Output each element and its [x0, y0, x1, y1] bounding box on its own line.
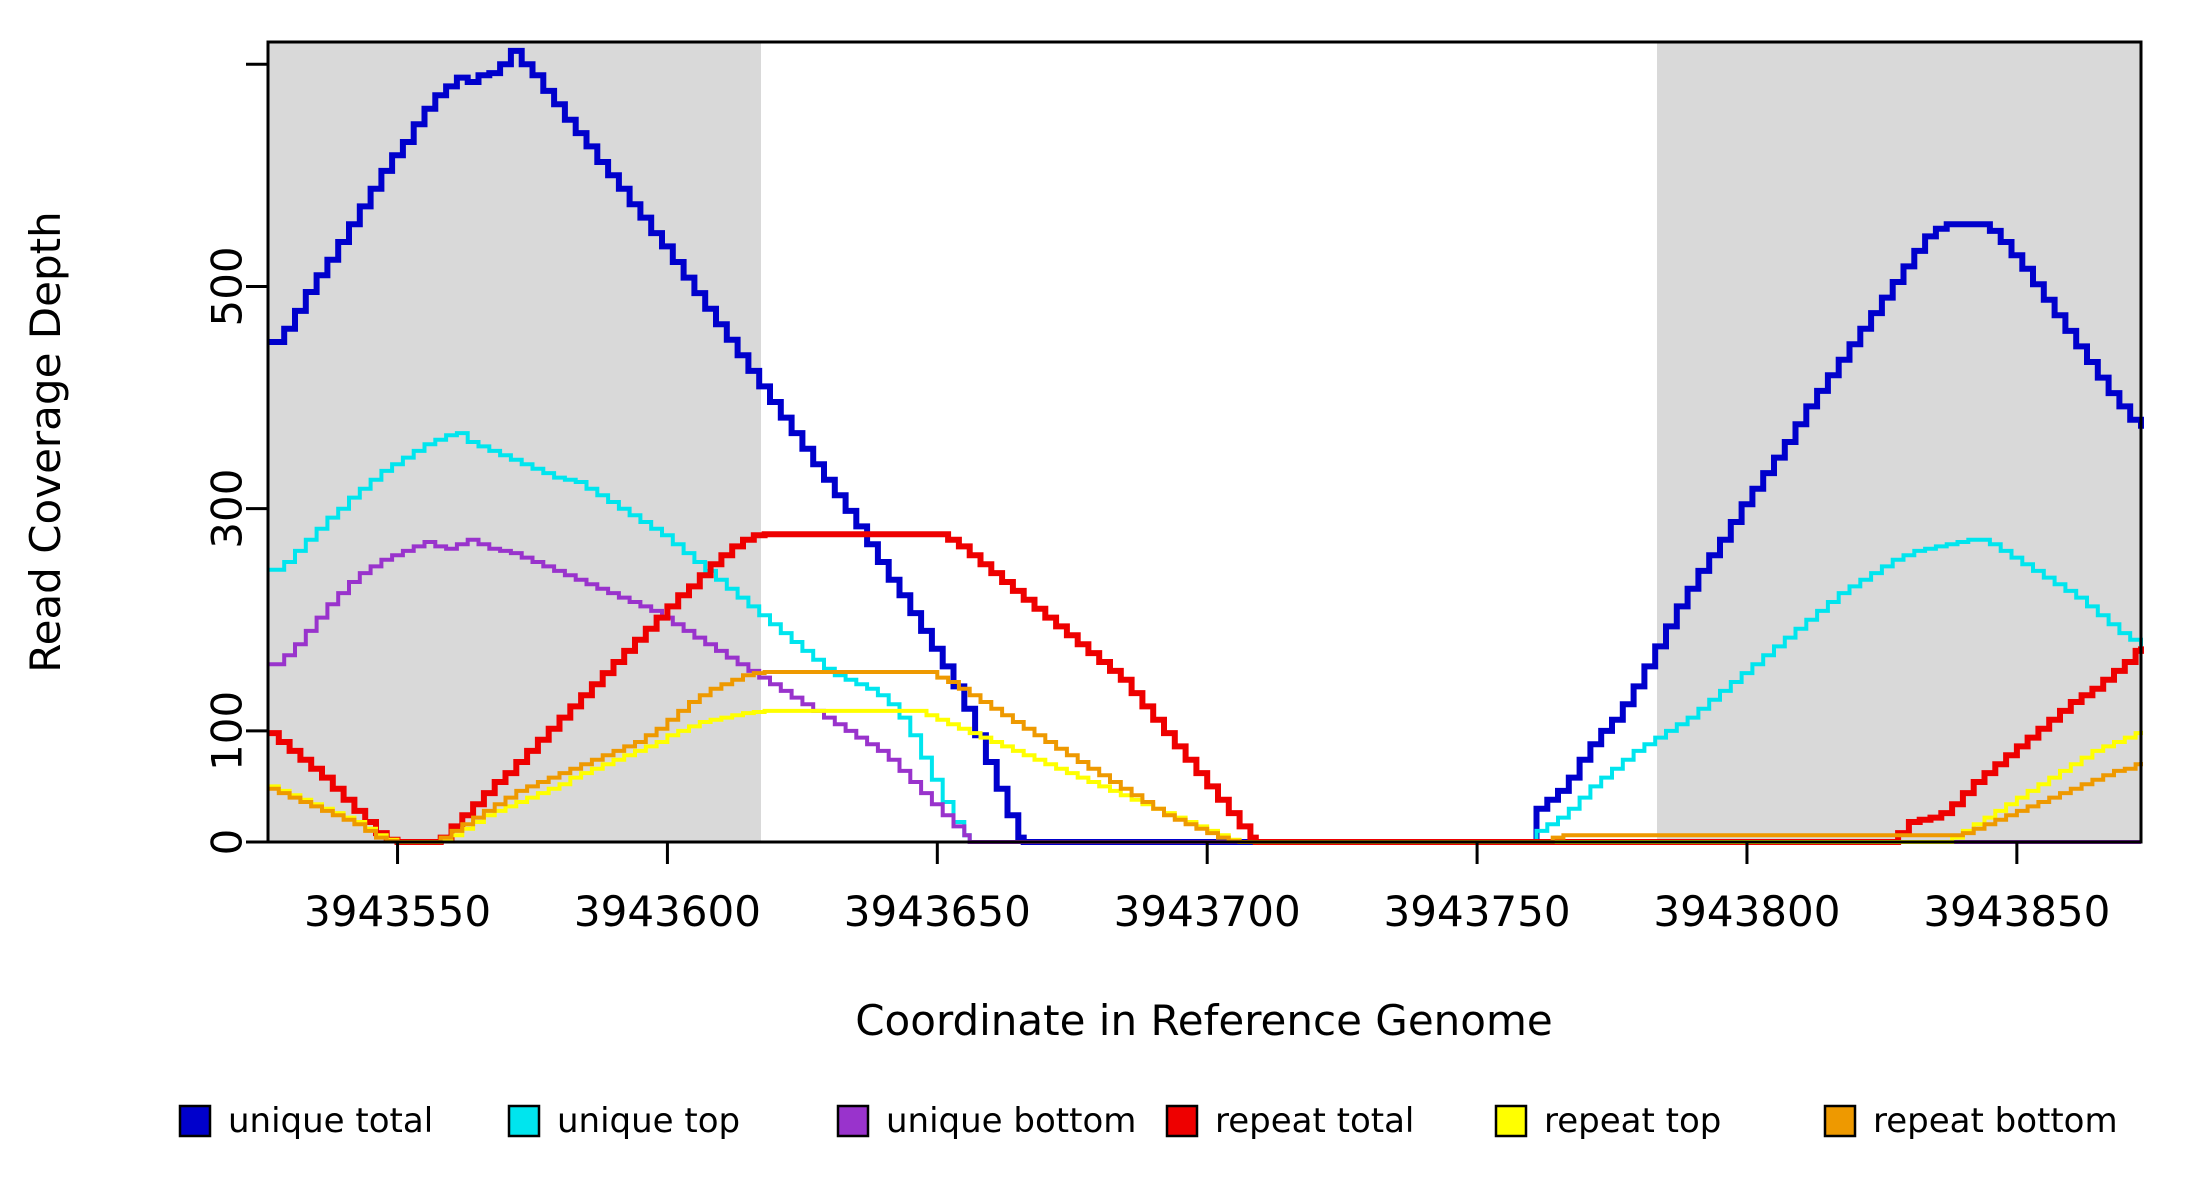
legend-swatch-unique-total — [178, 1104, 212, 1138]
x-tick-label: 3943700 — [1114, 887, 1301, 936]
chart-legend: unique total unique top unique bottom repea… — [178, 1101, 2118, 1141]
legend-label-unique-top: unique top — [557, 1101, 740, 1141]
y-axis-title: Read Coverage Depth — [21, 211, 70, 672]
x-tick-label: 3943600 — [574, 887, 761, 936]
series-unique-total — [268, 47, 2144, 845]
y-tick-label: 100 — [203, 691, 252, 771]
shaded-repeat-regions — [268, 42, 2141, 842]
x-tick-label: 3943800 — [1653, 887, 1840, 936]
x-tick-label: 3943750 — [1384, 887, 1571, 936]
legend-swatch-repeat-total — [1165, 1104, 1199, 1138]
legend-label-repeat-bottom: repeat bottom — [1873, 1101, 2118, 1141]
series-repeat-total — [268, 531, 2144, 845]
legend-label-repeat-total: repeat total — [1215, 1101, 1414, 1141]
x-tick-label: 3943850 — [1923, 887, 2110, 936]
series-unique-top — [268, 431, 2143, 844]
x-tick-label: 3943550 — [304, 887, 491, 936]
legend-label-unique-bottom: unique bottom — [886, 1101, 1136, 1141]
legend-swatch-repeat-top — [1494, 1104, 1528, 1138]
legend-swatch-unique-bottom — [836, 1104, 870, 1138]
series-layer — [268, 47, 2144, 845]
legend-swatch-unique-top — [507, 1104, 541, 1138]
plot-border — [266, 40, 2143, 844]
repeat-region-right — [1657, 42, 2141, 842]
y-tick-label: 300 — [203, 469, 252, 549]
legend-swatch-repeat-bottom — [1823, 1104, 1857, 1138]
legend-label-repeat-top: repeat top — [1544, 1101, 1721, 1141]
x-tick-label: 3943650 — [844, 887, 1031, 936]
series-unique-bottom — [268, 537, 2141, 844]
legend-label-unique-total: unique total — [228, 1101, 433, 1141]
y-tick-label: 0 — [203, 829, 252, 856]
x-axis-title: Coordinate in Reference Genome — [855, 996, 1553, 1045]
tick-layer: 3943550 3943600 3943650 3943700 3943750 39438… — [203, 62, 2110, 936]
y-tick-label: 500 — [203, 246, 252, 326]
series-repeat-bottom — [268, 670, 2143, 844]
axis-layer — [266, 40, 2143, 844]
repeat-region-left — [268, 42, 761, 842]
